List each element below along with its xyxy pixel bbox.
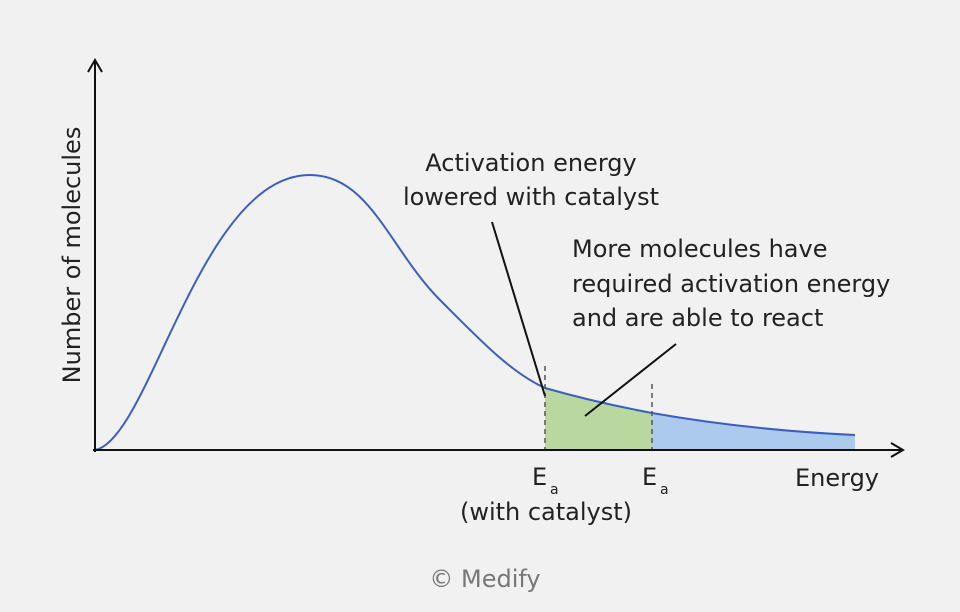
x-axis-label: Energy	[795, 464, 879, 492]
annotation-line: required activation energy	[572, 270, 890, 298]
pointer	[584, 343, 677, 417]
marker-note: (with catalyst)	[460, 498, 632, 526]
catalyst-area	[545, 388, 652, 450]
marker-subscript: a	[660, 482, 669, 498]
marker-subscript: a	[550, 482, 559, 498]
pointer	[491, 221, 546, 397]
annotation-line: Activation energy	[425, 149, 636, 177]
y-arrow	[87, 58, 103, 73]
annotation-line: More molecules have	[572, 235, 827, 263]
y-axis-label: Number of molecules	[58, 127, 86, 384]
marker-symbol: E	[642, 463, 657, 491]
distribution-curve	[94, 173, 856, 451]
annotation-line: lowered with catalyst	[403, 183, 659, 211]
annotation-line: and are able to react	[572, 304, 823, 332]
copyright: © Medify	[429, 565, 540, 593]
uncatalysed-area	[652, 413, 855, 450]
marker-symbol: E	[532, 463, 547, 491]
x-arrow	[890, 442, 905, 458]
